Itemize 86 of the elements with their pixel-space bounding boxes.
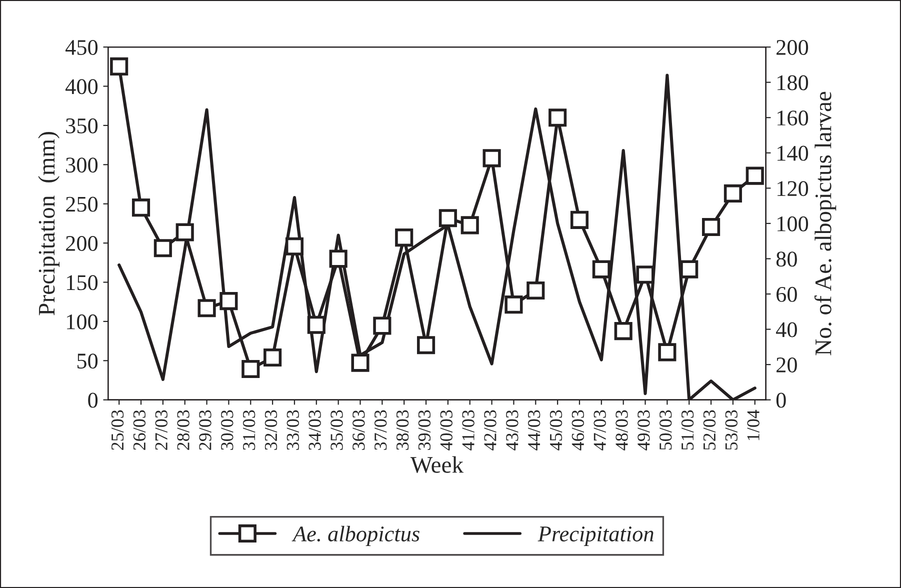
point	[373, 316, 392, 335]
y2-tick-label: 180	[778, 75, 808, 90]
point	[526, 281, 545, 300]
x-tick-label: 50/03	[660, 410, 672, 450]
point	[198, 299, 216, 318]
point	[220, 292, 238, 310]
point	[329, 250, 348, 268]
point	[746, 166, 764, 185]
point	[724, 184, 742, 202]
x-tick-label: 29/03	[199, 410, 212, 450]
y-tick-label: 350	[66, 118, 98, 134]
x-tick-label: 31/03	[242, 410, 256, 450]
point	[680, 260, 698, 278]
point	[176, 223, 194, 242]
x-tick-label: 34/03	[308, 410, 321, 450]
x-tick-label: 39/03	[418, 410, 431, 450]
point	[351, 354, 370, 372]
y-tick-label: 250	[66, 196, 98, 212]
point	[570, 210, 589, 229]
x-tick-label: 38/03	[396, 410, 409, 450]
x-tick-label: 53/03	[725, 410, 738, 450]
y2-tick-label: 160	[778, 110, 808, 126]
point	[285, 237, 304, 256]
legend-label: Ae. albopictus	[292, 526, 420, 546]
point	[702, 218, 720, 236]
y-tick-label: 300	[66, 158, 98, 173]
x-tick-label: 43/03	[506, 410, 518, 450]
x-tick-label: 37/03	[374, 410, 387, 450]
x-tick-label: 49/03	[638, 410, 650, 450]
x-tick-label: 1/04	[747, 410, 760, 440]
y2-tick-label: 60	[776, 286, 797, 302]
y-tick-label: 200	[66, 236, 98, 251]
x-tick-label: 52/03	[703, 410, 716, 450]
point	[482, 149, 501, 168]
x-tick-label: 27/03	[155, 410, 168, 450]
point	[416, 336, 436, 354]
x-tick-label: 35/03	[330, 410, 343, 450]
point	[460, 216, 479, 234]
y2-tick-label: 0	[776, 392, 786, 408]
point	[395, 228, 414, 247]
legend-label: Precipitation	[538, 526, 654, 546]
x-tick-label: 36/03	[352, 410, 365, 450]
x-tick-label: 44/03	[528, 410, 540, 450]
point	[264, 348, 282, 367]
point	[636, 266, 654, 284]
x-tick-label: 45/03	[550, 410, 562, 450]
point	[614, 322, 632, 340]
x-tick-label: 51/03	[681, 410, 694, 450]
point	[504, 296, 523, 314]
x-tick-label: 33/03	[286, 410, 299, 450]
x-tick-label: 32/03	[264, 410, 278, 450]
point	[658, 343, 676, 362]
point	[307, 316, 326, 334]
x-tick-label: 46/03	[572, 410, 584, 450]
x-tick-label: 26/03	[133, 410, 146, 450]
point	[592, 260, 610, 278]
point	[154, 239, 172, 258]
point	[110, 57, 128, 76]
y2-axis-title: No. of Ae. albopictus larvae	[814, 92, 836, 356]
y-tick-label: 450	[66, 40, 98, 55]
point	[132, 198, 150, 217]
y-tick-label: 400	[66, 79, 98, 94]
y-tick-label: 50	[77, 354, 98, 369]
y-axis-title: Precipitation (mm)	[38, 132, 60, 316]
y2-tick-label: 40	[776, 322, 797, 338]
x-tick-label: 48/03	[616, 410, 628, 450]
y2-tick-label: 200	[776, 40, 808, 55]
point	[242, 360, 260, 378]
x-tick-label: 47/03	[594, 410, 606, 450]
point	[548, 108, 567, 127]
y2-tick-label: 100	[778, 216, 808, 232]
y2-tick-label: 120	[778, 181, 808, 196]
x-tick-label: 41/03	[462, 410, 474, 450]
y-tick-label: 150	[67, 275, 98, 290]
x-tick-label: 28/03	[177, 410, 190, 450]
y2-tick-label: 140	[778, 146, 808, 161]
x-tick-label: 30/03	[221, 410, 234, 450]
y2-tick-label: 20	[776, 357, 797, 372]
y2-tick-label: 80	[776, 252, 797, 267]
y-tick-label: 100	[67, 314, 98, 330]
x-tick-label: 25/03	[111, 410, 124, 450]
x-axis-title: Week	[410, 456, 464, 473]
x-tick-label: 42/03	[484, 410, 496, 450]
point	[438, 209, 457, 228]
y-tick-label: 0	[88, 392, 98, 408]
x-tick-label: 40/03	[440, 410, 452, 450]
